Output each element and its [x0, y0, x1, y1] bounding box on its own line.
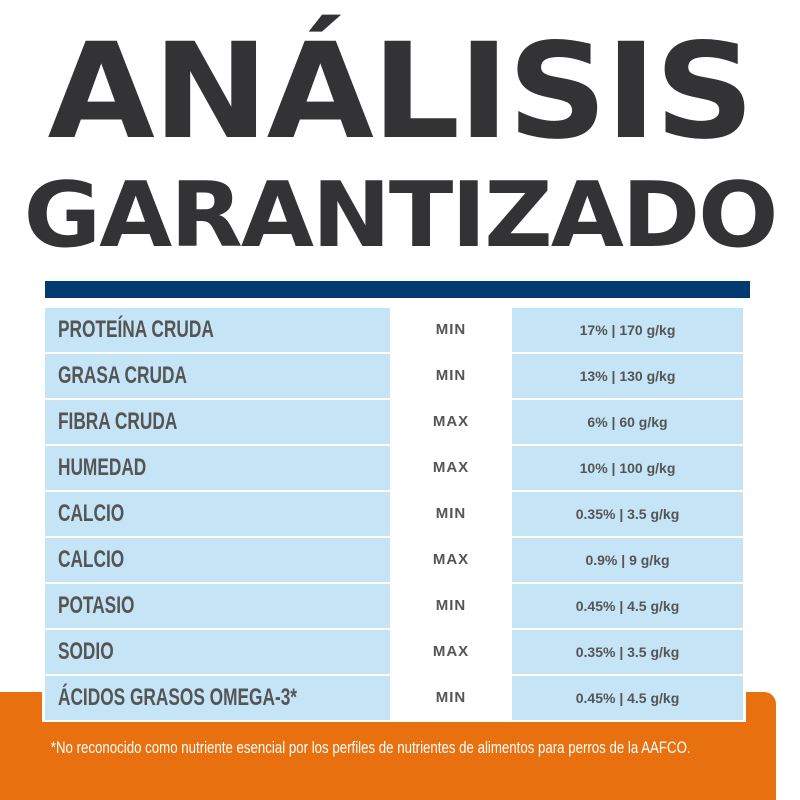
value-cell: 0.35% | 3.5 g/kg	[512, 630, 743, 674]
nutrient-cell: CALCIO	[45, 538, 390, 582]
value-cell: 0.35% | 3.5 g/kg	[512, 492, 743, 536]
nutrient-cell: CALCIO	[45, 492, 390, 536]
table-row: ÁCIDOS GRASOS OMEGA-3* MIN 0.45% | 4.5 g…	[45, 676, 743, 720]
limit-type: MIN	[435, 505, 467, 522]
nutrient-cell: POTASIO	[45, 584, 390, 628]
limit-type: MAX	[432, 551, 470, 568]
limit-type: MIN	[435, 689, 467, 706]
limit-type: MAX	[432, 643, 470, 660]
header-bar	[45, 281, 750, 298]
limit-type: MAX	[432, 459, 470, 476]
nutrient-cell: SODIO	[45, 630, 390, 674]
value-cell: 10% | 100 g/kg	[512, 446, 743, 490]
table-row: GRASA CRUDA MIN 13% | 130 g/kg	[45, 354, 743, 398]
table-row: POTASIO MIN 0.45% | 4.5 g/kg	[45, 584, 743, 628]
footnote-text: *No reconocido como nutriente esencial p…	[50, 738, 691, 757]
nutrient-name: HUMEDAD	[57, 454, 147, 481]
limit-type: MIN	[435, 597, 467, 614]
nutrient-name: ÁCIDOS GRASOS OMEGA-3*	[57, 684, 298, 711]
nutrient-name: SODIO	[57, 638, 114, 665]
nutrient-cell: HUMEDAD	[45, 446, 390, 490]
nutrient-cell: GRASA CRUDA	[45, 354, 390, 398]
table-row: HUMEDAD MAX 10% | 100 g/kg	[45, 446, 743, 490]
limit-type: MAX	[432, 413, 470, 430]
nutrient-name: PROTEÍNA CRUDA	[57, 316, 214, 343]
value-cell: 6% | 60 g/kg	[512, 400, 743, 444]
nutrient-cell: FIBRA CRUDA	[45, 400, 390, 444]
limit-type: MIN	[435, 367, 467, 384]
footnote: *No reconocido como nutriente esencial p…	[43, 728, 783, 768]
nutrient-cell: PROTEÍNA CRUDA	[45, 308, 390, 352]
value-cell: 0.45% | 4.5 g/kg	[512, 676, 743, 720]
nutrient-name: GRASA CRUDA	[57, 362, 187, 389]
nutrient-name: FIBRA CRUDA	[57, 408, 178, 435]
nutrient-name: CALCIO	[57, 546, 125, 573]
table-row: PROTEÍNA CRUDA MIN 17% | 170 g/kg	[45, 308, 743, 352]
table-row: CALCIO MIN 0.35% | 3.5 g/kg	[45, 492, 743, 536]
value-cell: 17% | 170 g/kg	[512, 308, 743, 352]
title-line-1: ANÁLISIS	[47, 15, 755, 169]
value-cell: 0.9% | 9 g/kg	[512, 538, 743, 582]
nutrient-name: POTASIO	[57, 592, 135, 619]
table-row: SODIO MAX 0.35% | 3.5 g/kg	[45, 630, 743, 674]
title-line-2: GARANTIZADO	[23, 163, 779, 268]
analysis-table: PROTEÍNA CRUDA MIN 17% | 170 g/kg GRASA C…	[42, 305, 746, 722]
value-cell: 0.45% | 4.5 g/kg	[512, 584, 743, 628]
limit-type: MIN	[435, 321, 467, 338]
nutrient-name: CALCIO	[57, 500, 125, 527]
nutrient-cell: ÁCIDOS GRASOS OMEGA-3*	[45, 676, 390, 720]
value-cell: 13% | 130 g/kg	[512, 354, 743, 398]
table-row: FIBRA CRUDA MAX 6% | 60 g/kg	[45, 400, 743, 444]
table-row: CALCIO MAX 0.9% | 9 g/kg	[45, 538, 743, 582]
